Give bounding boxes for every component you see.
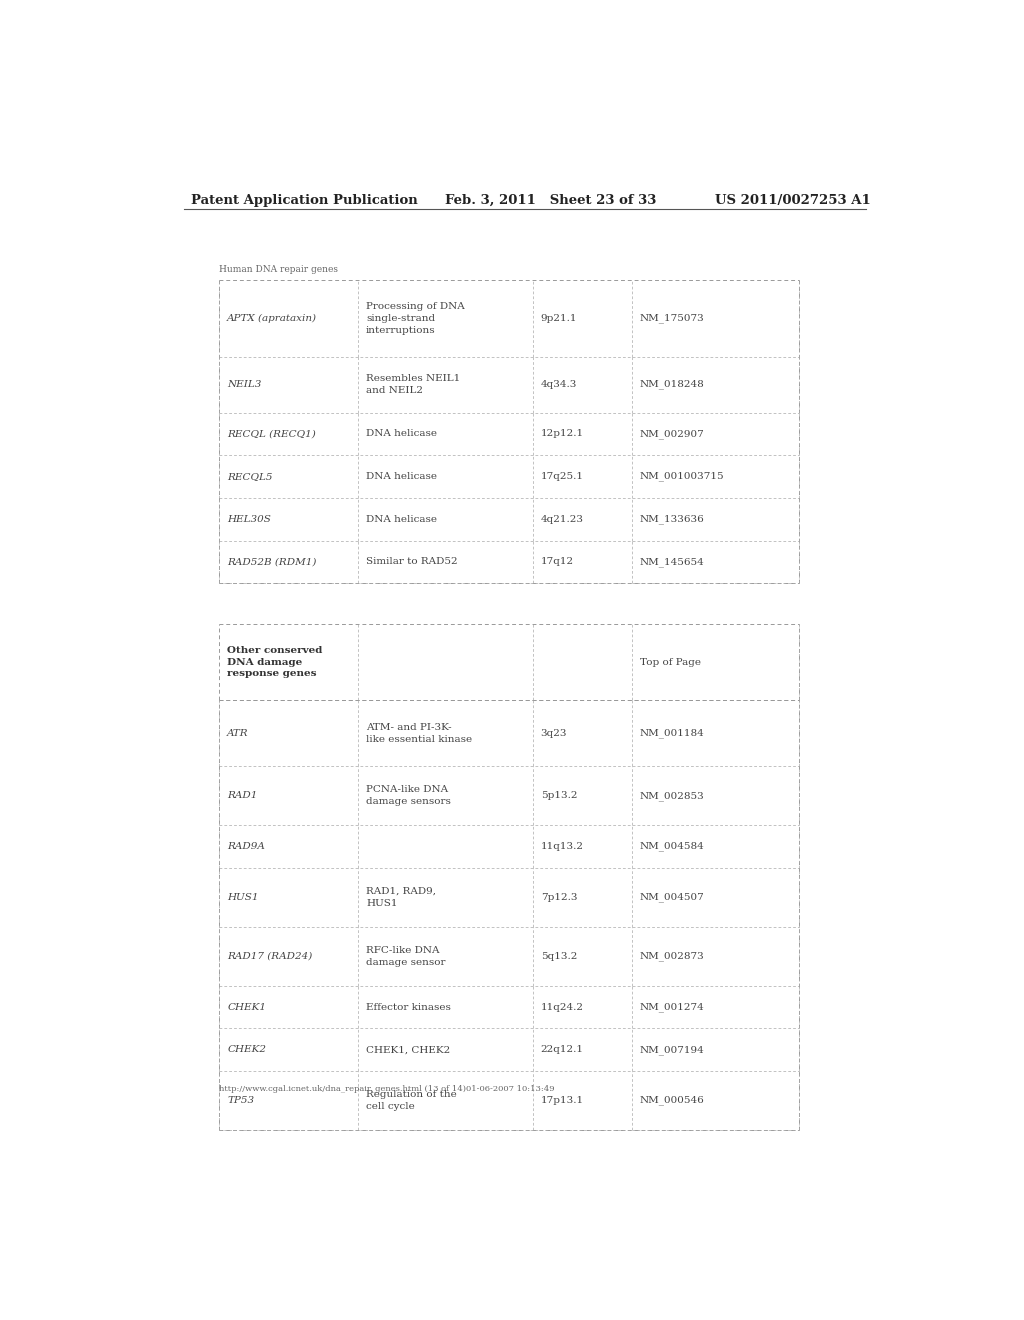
Text: NM_133636: NM_133636	[640, 515, 705, 524]
Text: NM_004584: NM_004584	[640, 842, 705, 851]
Text: TP53: TP53	[227, 1096, 254, 1105]
Text: 11q24.2: 11q24.2	[541, 1003, 584, 1011]
Text: RAD1: RAD1	[227, 791, 258, 800]
Text: NM_004507: NM_004507	[640, 892, 705, 902]
Text: DNA helicase: DNA helicase	[367, 515, 437, 524]
Text: http://www.cgal.icnet.uk/dna_repair_genes.html (13 of 14)01-06-2007 10:13:49: http://www.cgal.icnet.uk/dna_repair_gene…	[219, 1085, 555, 1093]
Text: NM_002907: NM_002907	[640, 429, 705, 438]
Text: 22q12.1: 22q12.1	[541, 1045, 584, 1055]
Text: 17q25.1: 17q25.1	[541, 473, 584, 480]
Text: NM_018248: NM_018248	[640, 380, 705, 389]
Text: NM_001274: NM_001274	[640, 1002, 705, 1012]
Text: RAD52B (RDM1): RAD52B (RDM1)	[227, 557, 316, 566]
Text: NEIL3: NEIL3	[227, 380, 261, 389]
Text: RECQL5: RECQL5	[227, 473, 272, 480]
Text: RFC-like DNA
damage sensor: RFC-like DNA damage sensor	[367, 946, 445, 966]
Text: NM_001184: NM_001184	[640, 729, 705, 738]
Text: Similar to RAD52: Similar to RAD52	[367, 557, 458, 566]
Text: US 2011/0027253 A1: US 2011/0027253 A1	[715, 194, 871, 207]
Text: Other conserved
DNA damage
response genes: Other conserved DNA damage response gene…	[227, 645, 323, 678]
Text: NM_002873: NM_002873	[640, 952, 705, 961]
Text: RECQL (RECQ1): RECQL (RECQ1)	[227, 429, 316, 438]
Text: ATM- and PI-3K-
like essential kinase: ATM- and PI-3K- like essential kinase	[367, 723, 472, 743]
Text: 3q23: 3q23	[541, 729, 567, 738]
Text: CHEK1, CHEK2: CHEK1, CHEK2	[367, 1045, 451, 1055]
Text: Feb. 3, 2011   Sheet 23 of 33: Feb. 3, 2011 Sheet 23 of 33	[445, 194, 656, 207]
Text: DNA helicase: DNA helicase	[367, 429, 437, 438]
Text: CHEK1: CHEK1	[227, 1003, 266, 1011]
Text: NM_175073: NM_175073	[640, 314, 705, 323]
Text: 17q12: 17q12	[541, 557, 573, 566]
Text: APTX (aprataxin): APTX (aprataxin)	[227, 314, 317, 323]
Text: 5p13.2: 5p13.2	[541, 791, 578, 800]
Text: 4q34.3: 4q34.3	[541, 380, 578, 389]
Text: Patent Application Publication: Patent Application Publication	[191, 194, 418, 207]
Text: 17p13.1: 17p13.1	[541, 1096, 584, 1105]
Text: CHEK2: CHEK2	[227, 1045, 266, 1055]
Text: RAD9A: RAD9A	[227, 842, 265, 851]
Text: Effector kinases: Effector kinases	[367, 1003, 451, 1011]
Text: PCNA-like DNA
damage sensors: PCNA-like DNA damage sensors	[367, 785, 451, 807]
Text: Processing of DNA
single-strand
interruptions: Processing of DNA single-strand interrup…	[367, 302, 465, 335]
Text: RAD1, RAD9,
HUS1: RAD1, RAD9, HUS1	[367, 887, 436, 908]
Text: NM_007194: NM_007194	[640, 1045, 705, 1055]
Text: ATR: ATR	[227, 729, 249, 738]
Text: DNA helicase: DNA helicase	[367, 473, 437, 480]
Text: 5q13.2: 5q13.2	[541, 952, 578, 961]
Text: NM_145654: NM_145654	[640, 557, 705, 566]
Text: Top of Page: Top of Page	[640, 657, 700, 667]
Text: Human DNA repair genes: Human DNA repair genes	[219, 265, 338, 275]
Text: 7p12.3: 7p12.3	[541, 892, 578, 902]
Text: NM_001003715: NM_001003715	[640, 471, 725, 482]
Text: 12p12.1: 12p12.1	[541, 429, 584, 438]
Text: 9p21.1: 9p21.1	[541, 314, 578, 323]
Text: HEL30S: HEL30S	[227, 515, 271, 524]
Text: NM_002853: NM_002853	[640, 791, 705, 800]
Text: Regulation of the
cell cycle: Regulation of the cell cycle	[367, 1090, 457, 1111]
Text: HUS1: HUS1	[227, 892, 259, 902]
Text: Resembles NEIL1
and NEIL2: Resembles NEIL1 and NEIL2	[367, 374, 461, 395]
Text: RAD17 (RAD24): RAD17 (RAD24)	[227, 952, 312, 961]
Text: 4q21.23: 4q21.23	[541, 515, 584, 524]
Text: 11q13.2: 11q13.2	[541, 842, 584, 851]
Text: NM_000546: NM_000546	[640, 1096, 705, 1105]
